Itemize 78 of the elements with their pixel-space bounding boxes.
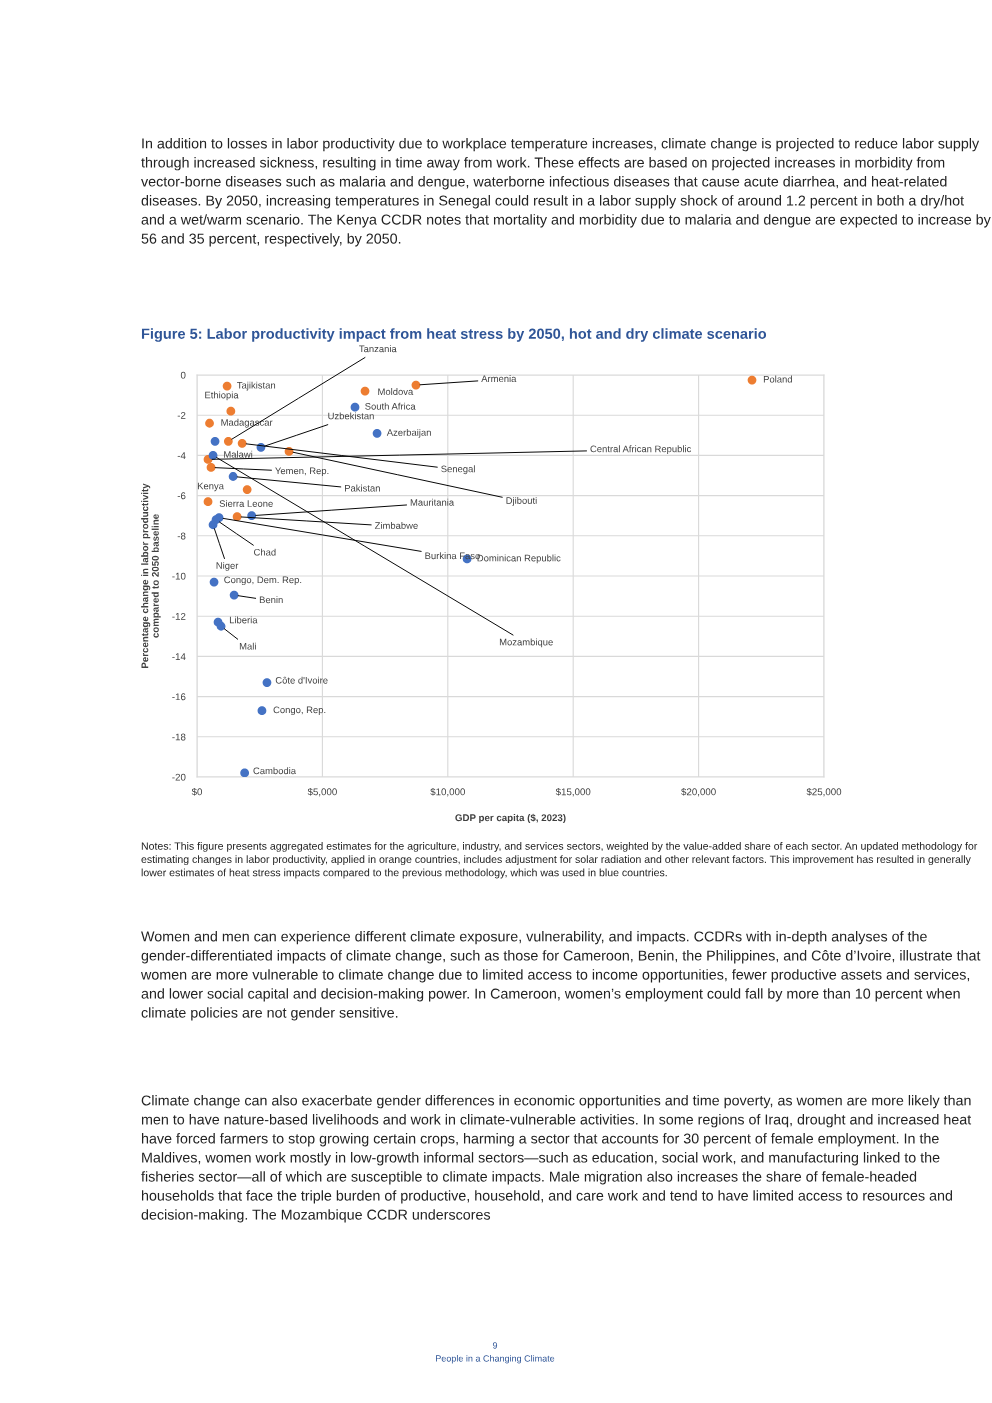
annotation: Djibouti — [506, 496, 537, 506]
point — [262, 678, 272, 687]
text: In addition to losses in labor productivity due to workplace temperature increases, climate change is projected to reduce labor supply through increased sickness, resulting in time away from work. These effects are based on projected increases in morbidity from vector-borne diseases such as malaria and dengue, waterborne infectious diseases that cause acute diarrhea, and heat-related diseases. By 2050, increasing temperatures in Senegal could result in a labor supply shock of around 1.2 percent in both a dry/hot and a wet/warm scenario. The Kenya CCDR notes that mortality and morbidity due to malaria and dengue are expected to increase by 56 and 35 percent, respectively, by 2050. — [141, 138, 991, 247]
point — [242, 485, 252, 494]
x-tick-label: $25,000 — [806, 787, 842, 797]
point — [206, 463, 216, 472]
y-tick-label: -10 — [172, 572, 186, 580]
text: 9 — [492, 1342, 498, 1349]
x-tick-label: $5,000 — [307, 787, 337, 797]
text: People in a Changing Climate — [436, 1355, 555, 1364]
annotation: Poland — [763, 375, 792, 383]
annotation: Mauritania — [410, 498, 455, 506]
y-tick-label: -12 — [172, 612, 186, 620]
y-tick-label: -16 — [172, 693, 186, 701]
x-tick-label: $15,000 — [555, 787, 591, 797]
y-tick-label: -6 — [177, 492, 186, 500]
point — [350, 402, 360, 412]
point — [203, 497, 213, 507]
x-tick-label: $20,000 — [681, 787, 716, 797]
annotation: Benin — [259, 596, 283, 604]
annotation: Kenya — [197, 482, 224, 492]
y-tick-label: -2 — [177, 411, 186, 419]
point — [209, 577, 219, 587]
annotation: Congo, Dem. Rep. — [224, 576, 302, 586]
annotation: Chad — [254, 548, 276, 556]
annotation: Senegal — [441, 465, 475, 475]
x-tick-label: $10,000 — [430, 787, 465, 797]
y-tick-label: -4 — [177, 452, 186, 459]
point — [228, 472, 238, 481]
annotation: Tajikistan — [237, 381, 276, 391]
point — [411, 380, 421, 390]
annotation: Azerbaijan — [386, 428, 431, 438]
point — [210, 436, 220, 446]
y-tick-label: -18 — [172, 733, 186, 741]
annotation: Liberia — [229, 616, 258, 624]
point — [222, 381, 232, 391]
annotation: Uzbekistan — [328, 412, 374, 420]
annotation: Niger — [216, 562, 239, 571]
annotation: Côte d'Ivoire — [275, 676, 328, 684]
annotation: Armenia — [481, 375, 517, 383]
text: Notes: This figure presents aggregated estimates for the agriculture, industry, and services sectors, weighted by the value-added share of each sector. An updated methodology for estimating changes in labor productivity, applied in orange countries, includes adjustment for solar radiation and other relevant factors. This improvement has resulted in generally lower estimates of heat stress impacts compared to the previous methodology, which was used in blue countries. — [141, 842, 978, 879]
annotation: Central African Republic — [590, 445, 692, 455]
y-tick-label: 0 — [180, 371, 186, 379]
annotation: Mozambique — [499, 638, 553, 648]
point — [747, 375, 757, 385]
x-axis-title: GDP per capita ($, 2023) — [455, 813, 566, 824]
chart-title: Figure 5: Labor productivity impact from heat stress by 2050, hot and dry climate scenario — [141, 328, 767, 342]
annotation: Zimbabwe — [374, 522, 418, 529]
point — [257, 706, 267, 716]
y-axis-title: Percentage change in labor productivity compared to 2050 baseline — [141, 483, 161, 668]
annotation: Sierra Leone — [219, 500, 273, 507]
annotation: Yemen, Rep. — [275, 467, 329, 477]
point — [237, 438, 247, 448]
annotation: Tanzania — [359, 345, 397, 353]
y-tick-label: -8 — [177, 532, 186, 540]
point — [226, 406, 236, 416]
y-tick-label: -20 — [172, 773, 186, 781]
point — [205, 418, 214, 428]
annotation: Ethiopia — [205, 391, 239, 401]
point — [240, 768, 250, 777]
annotation: Mali — [239, 642, 256, 650]
annotation: Congo, Rep. — [273, 706, 326, 716]
annotation: Moldova — [378, 388, 414, 395]
point — [372, 428, 382, 438]
text: Women and men can experience different climate exposure, vulnerability, and impacts. CCDRs with in-depth analyses of the gender-differentiated impacts of climate change, such as those for Cameroon, Benin, the Philippines, and Côte d’Ivoire, illustrate that women are more vulnerable to climate change due to limited access to income opportunities, fewer productive assets and services, and lower social capital and decision-making power. In Cameroon, women’s employment could fall by more than 10 percent when climate policies are not gender sensitive. — [140, 931, 981, 1021]
point — [208, 520, 218, 530]
y-tick-label: -14 — [172, 653, 186, 660]
annotation: Pakistan — [345, 484, 380, 492]
point — [216, 621, 226, 631]
point — [223, 436, 233, 446]
point — [229, 590, 239, 600]
annotation: Cambodia — [253, 767, 297, 775]
annotation: South Africa — [365, 402, 416, 410]
text: Climate change can also exacerbate gender differences in economic opportunities and time poverty, as women are more likely than men to have nature-based livelihoods and work in climate-vulnerable activities. In some regions of Iraq, drought and increased heat have forced farmers to stop growing certain crops, harming a sector that accounts for 30 percent of female employment. In the Maldives, women work mostly in low-growth informal sectors—such as education, social work, and manufacturing linked to the fisheries sector—all of which are susceptible to climate impacts. Male migration also increases the share of female-headed households that face the triple burden of productive, household, and care work and tend to have limited access to resources and decision-making. The Mozambique CCDR underscores — [141, 1095, 972, 1223]
x-tick-label: $0 — [191, 787, 203, 796]
point — [208, 451, 218, 460]
annotation: Malawi — [224, 450, 253, 458]
point — [360, 386, 370, 396]
